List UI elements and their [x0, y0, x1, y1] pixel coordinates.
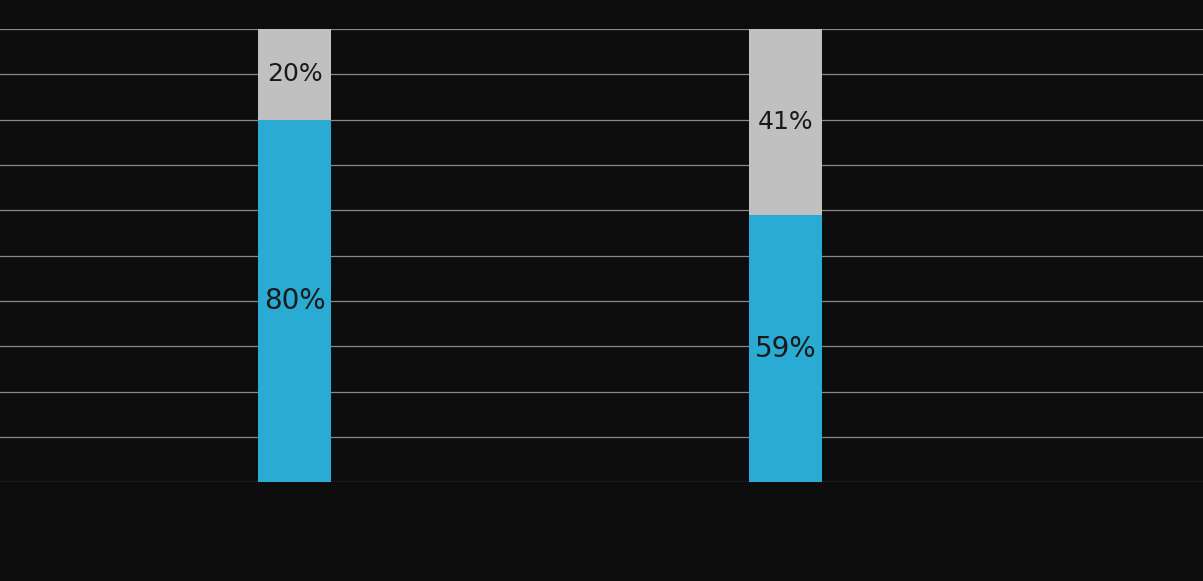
- Text: 20%: 20%: [267, 62, 322, 87]
- Bar: [748, 215, 823, 482]
- Text: 59%: 59%: [754, 335, 817, 363]
- Bar: [257, 29, 332, 120]
- Text: 41%: 41%: [758, 110, 813, 134]
- Text: 80%: 80%: [263, 287, 326, 315]
- Bar: [748, 29, 823, 215]
- Bar: [257, 120, 332, 482]
